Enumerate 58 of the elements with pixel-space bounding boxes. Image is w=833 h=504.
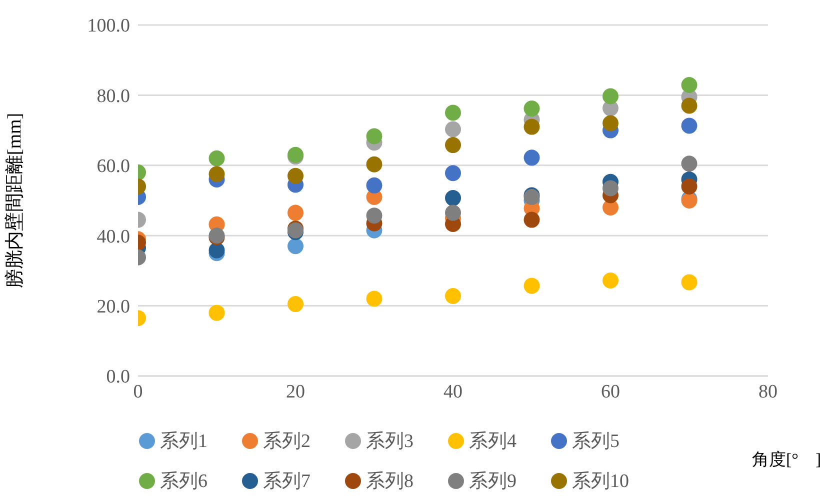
point [681,98,698,114]
point [366,208,382,224]
legend-label: 系列6 [160,470,208,494]
y-tick-label: 0.0 [106,366,130,388]
legend-label: 系列5 [572,430,620,454]
y-tick-label: 40.0 [96,226,130,248]
point [208,150,225,166]
point [524,150,540,166]
point [524,278,540,294]
legend-label: 系列1 [160,430,208,454]
point [602,115,618,132]
point [524,100,540,117]
x-tick-label: 20 [286,381,305,402]
point [208,304,225,321]
legend-label: 系列4 [469,430,516,454]
legend-label: 系列10 [572,470,629,494]
point [602,180,618,196]
point [445,137,461,154]
point [445,121,461,138]
point [445,288,461,304]
x-tick-label: 40 [444,381,462,402]
point [288,238,304,254]
legend-label: 系列9 [469,470,516,494]
point [288,204,304,221]
point [524,212,540,228]
x-axis-title: 角度[° ] [752,449,822,471]
point [602,272,618,289]
point [681,178,698,194]
point [681,77,698,94]
legend-label: 系列3 [366,430,414,454]
y-axis-title: 膀胱内壁間距離[mm] [4,112,26,288]
x-tick-label: 60 [601,381,620,402]
point [445,190,461,206]
point [366,128,382,144]
point [208,166,225,182]
point [288,296,304,312]
point [366,177,382,194]
legend-label: 系列8 [366,470,414,494]
point [445,204,461,221]
point [524,118,540,135]
y-tick-label: 60.0 [96,156,130,178]
legend-label: 系列7 [263,470,310,494]
point [681,156,698,172]
y-tick-label: 20.0 [96,296,130,318]
point [445,165,461,182]
point [681,274,698,290]
legend-label: 系列2 [263,430,310,454]
y-tick-label: 80.0 [96,86,130,107]
point [602,88,618,104]
point [366,290,382,307]
point [366,156,382,172]
x-tick-label: 80 [758,381,778,402]
point [681,118,698,134]
point [208,242,225,258]
point [445,104,461,121]
x-tick-label: 0 [133,381,143,402]
y-tick-label: 100.0 [87,16,130,37]
point [288,168,304,184]
